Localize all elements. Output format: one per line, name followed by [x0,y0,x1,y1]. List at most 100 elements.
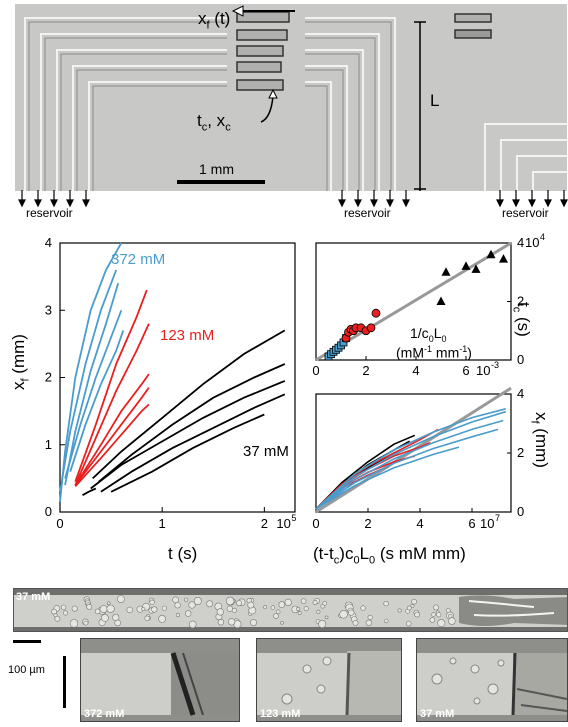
inset-372: 372 mM [80,638,240,722]
x-tick-label: 2 [261,516,268,531]
reservoir-arrow-head [82,199,90,208]
strip-bubble [228,618,236,626]
strip-bubble [60,604,67,611]
x-tick-label: 1 [159,516,166,531]
y-tick-label: 0 [517,504,524,519]
series-line [315,419,504,510]
strip-bubble [184,597,189,602]
strip-bubble [53,613,58,618]
strip-bubble [318,619,327,628]
x-tick-exponent: 10 [276,516,290,531]
strip-bubble [71,605,78,612]
y-tick-label: 2 [517,445,524,460]
strip-bubble [297,611,302,615]
strip-bubble [149,599,155,605]
chart-xf-vs-scaled-time: 0 2 4 6 10 7 0 2 4 [312,386,524,531]
strip-bubble [174,602,181,609]
strip-label: 37 mM [16,591,51,603]
L-label: L [430,91,440,110]
chart-xf-vs-t: 0 1 2 10 5 0 1 2 3 4 [45,235,297,531]
series-line [64,283,120,486]
inset-372-label: 372 mM [84,708,125,720]
strip-bubble [94,608,101,615]
x-tick-exponent-power: 5 [291,513,296,523]
strip-bubble [206,600,213,608]
chart-tc-vs-inverse-conc: 0 2 4 6 10 -3 024 10 4 [312,232,545,378]
reservoir-arrow-head [338,199,346,208]
strip-bubble [367,614,373,620]
series-line [59,269,118,492]
y-tick-label: 4 [517,386,524,401]
reservoir-arrow-head [402,199,410,208]
strip-bubble [270,605,275,610]
xf-label: xf (t) [198,9,231,32]
x-tick-label: 2 [364,516,371,531]
strip-bubble [296,606,301,611]
y-tick-label: 2 [45,370,52,385]
reservoir-arrow-head [544,199,552,208]
tube-segments [236,11,492,91]
data-point-triangle [486,249,496,259]
strip-bubble [63,610,69,616]
strip-bubble [225,596,235,606]
tc-xc-label: tc, xc [197,111,231,134]
strip-bubble [172,596,179,604]
right-channels [484,123,567,191]
inset-37-label: 37 mM [420,708,455,720]
strip-bubble [273,613,279,619]
reservoir-arrow-head [386,199,394,208]
y-tick-exponent-power: 4 [540,232,545,242]
reservoir-label-right: reservoir [502,206,549,220]
series-line [315,446,460,510]
strip-bubble [158,614,166,623]
series-line [100,393,286,493]
data-point-triangle [441,267,451,276]
series-line [74,323,150,486]
strip-bubble [280,620,284,625]
scale-label: 1 mm [199,161,234,177]
series-line [74,289,148,483]
x-tick-label: 4 [416,516,423,531]
scale-bar-horizontal [13,640,41,643]
strip-bubble [360,605,366,611]
reservoir-arrow-head [496,199,504,208]
strip-bubble [106,604,115,613]
reservoir-arrow-head [560,199,568,208]
chart1-series-label-123: 123 mM [160,327,215,344]
strip-bubble [263,605,268,610]
chart2-xlabel-units: (mM-1 mm-1) [396,344,472,361]
strip-bubble [69,619,79,628]
inset-123-label: 123 mM [260,708,301,720]
strip-bubble [348,609,355,616]
scale-bar-vertical [63,656,66,708]
reservoir-arrow-head [18,199,26,208]
strip-bubble [236,600,243,607]
x-tick-exponent-power: -3 [491,360,499,370]
top-micrograph: xf (t) L tc, xc 1 mm [15,4,567,191]
chart1-series-label-37: 37 mM [243,443,289,460]
series-line [74,403,150,488]
series-line [74,373,150,486]
chart1-series-label-372: 372 mM [111,251,166,268]
strip-bubble [414,611,420,618]
chart2-ylabel: tc (s) [510,302,533,337]
series-line [315,428,439,510]
strip-bubble [83,620,89,626]
chart3-xlabel: (t-tc)c0L0 (s mM mm) [313,544,466,567]
bubble-strip-drawing [14,589,567,631]
reservoir-arrow-head [354,199,362,208]
strip-bubble [278,601,286,608]
series-line [92,329,286,480]
y-tick-label: 0 [45,504,52,519]
data-point-triangle [499,254,508,263]
data-point-circle [366,323,376,333]
reservoir-arrow-head [66,199,74,208]
chart2-xlabel: 1/c0L0 [410,325,447,344]
inset-372-drawing [81,639,239,721]
strip-bubble [226,605,233,612]
channel-drawing [24,5,567,191]
strip-bubble [397,608,402,613]
x-tick-exponent: 10 [480,516,494,531]
series-line [110,413,265,493]
inset-123: 123 mM [256,638,402,722]
